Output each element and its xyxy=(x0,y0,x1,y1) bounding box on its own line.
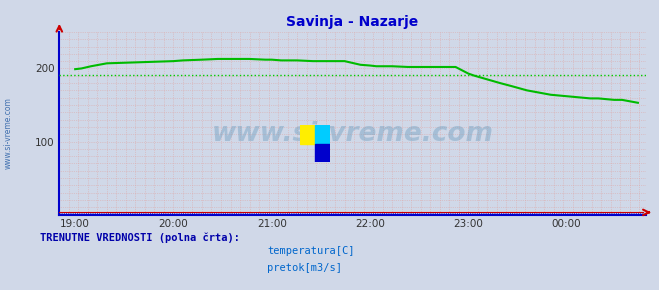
Text: pretok[m3/s]: pretok[m3/s] xyxy=(267,262,342,273)
Bar xyxy=(315,144,330,162)
Text: www.si-vreme.com: www.si-vreme.com xyxy=(3,97,13,169)
Bar xyxy=(315,125,330,144)
Title: Savinja - Nazarje: Savinja - Nazarje xyxy=(287,15,418,29)
Bar xyxy=(300,125,315,144)
Text: TRENUTNE VREDNOSTI (polna črta):: TRENUTNE VREDNOSTI (polna črta): xyxy=(40,232,239,243)
Text: www.si-vreme.com: www.si-vreme.com xyxy=(212,121,494,147)
Text: temperatura[C]: temperatura[C] xyxy=(267,246,355,256)
